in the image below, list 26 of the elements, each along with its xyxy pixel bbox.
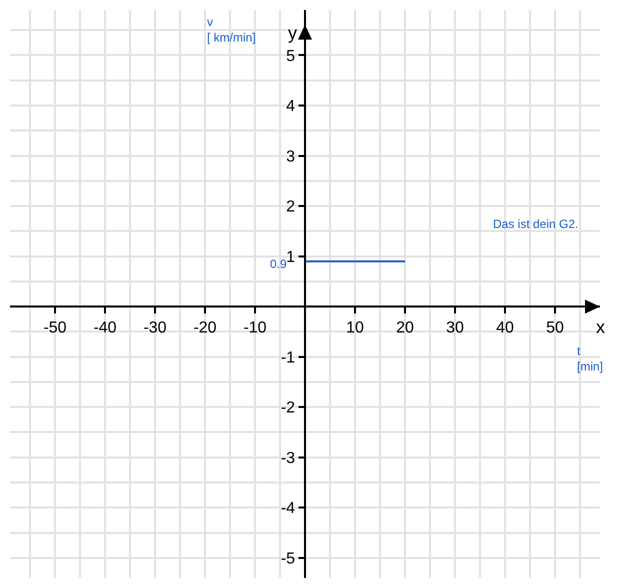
x-tick-label: -40 <box>93 320 117 337</box>
y-tick-label: -1 <box>280 349 296 366</box>
x-tick-label: -20 <box>193 320 217 337</box>
y-tick-label: 4 <box>286 98 296 116</box>
y-tick-label: 5 <box>286 48 296 65</box>
x-tick-label: 40 <box>496 320 514 337</box>
y-tick-label: -2 <box>280 400 296 417</box>
annotation: Das ist dein G2. <box>493 217 578 231</box>
x-tick-label: 30 <box>446 320 464 337</box>
annotation: x <box>596 317 605 337</box>
y-tick-label: 3 <box>286 148 296 166</box>
y-tick-label: 1 <box>286 248 296 266</box>
x-tick-label: -10 <box>243 320 267 337</box>
x-tick-label: 50 <box>546 320 564 337</box>
x-tick-label: -50 <box>43 320 67 337</box>
x-axis-title: t [min] <box>577 344 604 374</box>
y-axis-title: v [ km/min] <box>207 15 256 45</box>
data-label: 0.9 <box>270 257 288 271</box>
y-tick-label: -4 <box>280 500 296 518</box>
annotation: y <box>288 23 297 43</box>
y-tick-label: 2 <box>286 198 296 216</box>
x-tick-label: 10 <box>346 320 364 337</box>
x-tick-label: -30 <box>143 320 167 337</box>
y-tick-label: -3 <box>280 450 296 467</box>
y-tick-label: -5 <box>280 550 296 568</box>
x-tick-label: 20 <box>396 320 414 337</box>
